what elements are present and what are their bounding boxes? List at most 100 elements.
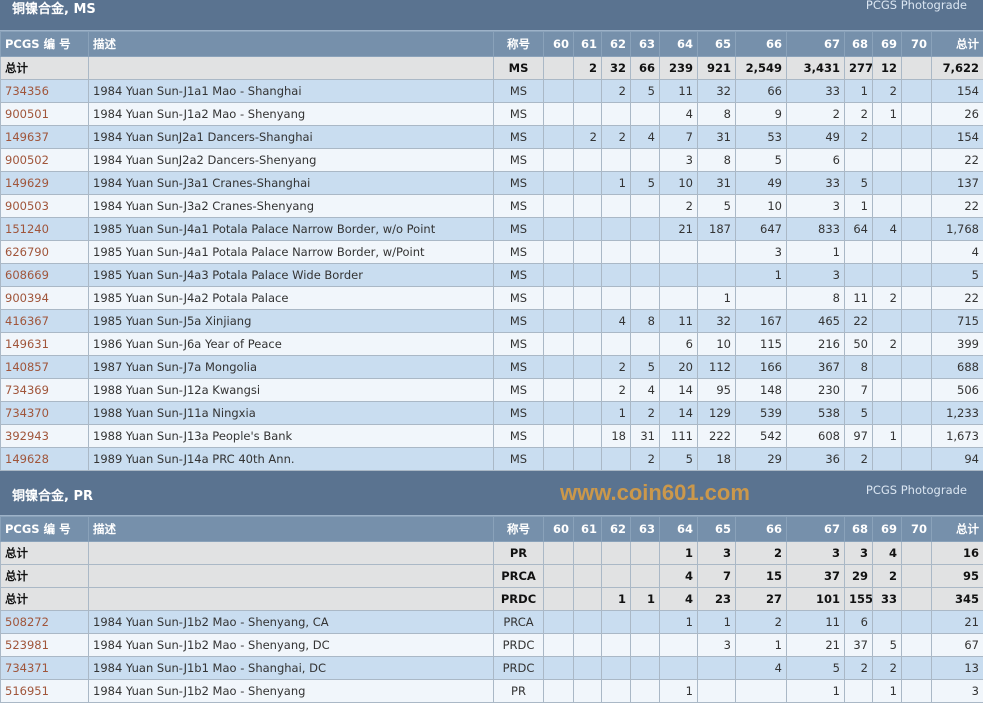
column-header[interactable]: 64 <box>660 517 698 542</box>
column-header[interactable]: 60 <box>544 32 574 57</box>
pcgs-number-link[interactable]: 626790 <box>1 241 89 264</box>
description-cell: 1987 Yuan Sun-J7a Mongolia <box>89 356 494 379</box>
grade-count: 542 <box>736 425 787 448</box>
grade-count <box>631 565 660 588</box>
grade-count <box>631 195 660 218</box>
column-header[interactable]: 69 <box>873 32 902 57</box>
pcgs-number-link[interactable]: 900502 <box>1 149 89 172</box>
column-header[interactable]: PCGS 编 号 <box>1 517 89 542</box>
column-header[interactable]: 总计 <box>932 32 983 57</box>
grade-count: 50 <box>845 333 873 356</box>
column-header[interactable]: 62 <box>602 517 631 542</box>
grade-count: 23 <box>698 588 736 611</box>
column-header[interactable]: 称号 <box>494 32 544 57</box>
pcgs-number-link[interactable]: 734356 <box>1 80 89 103</box>
pcgs-number-link[interactable]: 151240 <box>1 218 89 241</box>
column-header[interactable]: 68 <box>845 32 873 57</box>
designation-cell: MS <box>494 218 544 241</box>
section-title: 铜镍合金, MS <box>0 0 983 17</box>
grade-count <box>574 264 602 287</box>
grade-count <box>544 634 574 657</box>
column-header[interactable]: 总计 <box>932 517 983 542</box>
column-header[interactable]: 65 <box>698 32 736 57</box>
grade-count: 2 <box>602 126 631 149</box>
row-total: 688 <box>932 356 983 379</box>
description-cell: 1984 Yuan Sun-J1a1 Mao - Shanghai <box>89 80 494 103</box>
pcgs-number-link[interactable]: 140857 <box>1 356 89 379</box>
column-header[interactable]: 69 <box>873 517 902 542</box>
grade-count <box>873 356 902 379</box>
grade-count <box>902 680 932 703</box>
grade-count: 2 <box>787 103 845 126</box>
grade-count: 36 <box>787 448 845 471</box>
grade-count <box>902 103 932 126</box>
pcgs-number-link[interactable]: 900503 <box>1 195 89 218</box>
grade-count: 27 <box>736 588 787 611</box>
column-header[interactable]: 67 <box>787 517 845 542</box>
pcgs-number-link[interactable]: 508272 <box>1 611 89 634</box>
column-header[interactable]: 61 <box>574 32 602 57</box>
pcgs-number-link[interactable]: 516951 <box>1 680 89 703</box>
grade-count <box>631 634 660 657</box>
pcgs-number-link[interactable]: 734370 <box>1 402 89 425</box>
column-header[interactable]: 61 <box>574 517 602 542</box>
column-header[interactable]: 称号 <box>494 517 544 542</box>
column-header[interactable]: PCGS 编 号 <box>1 32 89 57</box>
row-total: 95 <box>932 565 983 588</box>
row-total: 22 <box>932 149 983 172</box>
grade-count: 14 <box>660 379 698 402</box>
row-total: 137 <box>932 172 983 195</box>
grade-count: 8 <box>698 103 736 126</box>
grade-count <box>574 379 602 402</box>
column-header[interactable]: 60 <box>544 517 574 542</box>
pcgs-number-link[interactable]: 608669 <box>1 264 89 287</box>
column-header[interactable]: 67 <box>787 32 845 57</box>
grade-count: 8 <box>845 356 873 379</box>
designation-cell: MS <box>494 287 544 310</box>
grade-count <box>902 287 932 310</box>
pcgs-number-link[interactable]: 900394 <box>1 287 89 310</box>
grade-count <box>574 680 602 703</box>
column-header[interactable]: 65 <box>698 517 736 542</box>
pcgs-number-link[interactable]: 149631 <box>1 333 89 356</box>
column-header[interactable]: 62 <box>602 32 631 57</box>
pcgs-number-link[interactable]: 734371 <box>1 657 89 680</box>
grade-count: 3 <box>698 634 736 657</box>
pcgs-number-link[interactable]: 734369 <box>1 379 89 402</box>
column-header[interactable]: 63 <box>631 32 660 57</box>
column-header[interactable]: 描述 <box>89 32 494 57</box>
column-header[interactable]: 70 <box>902 32 932 57</box>
column-header[interactable]: 63 <box>631 517 660 542</box>
column-header[interactable]: 70 <box>902 517 932 542</box>
grade-count: 4 <box>660 103 698 126</box>
pcgs-number-link[interactable]: 149629 <box>1 172 89 195</box>
pcgs-number-link[interactable]: 149637 <box>1 126 89 149</box>
grade-count <box>602 542 631 565</box>
pcgs-number-link[interactable]: 900501 <box>1 103 89 126</box>
column-header[interactable]: 描述 <box>89 517 494 542</box>
row-total: 3 <box>932 680 983 703</box>
photograde-link[interactable]: PCGS Photograde <box>866 483 967 497</box>
grade-count: 37 <box>787 565 845 588</box>
grade-count <box>902 333 932 356</box>
photograde-link[interactable]: PCGS Photograde <box>866 0 967 12</box>
column-header[interactable]: 66 <box>736 32 787 57</box>
grade-count <box>631 611 660 634</box>
pcgs-number-link[interactable]: 416367 <box>1 310 89 333</box>
pcgs-number-link[interactable]: 523981 <box>1 634 89 657</box>
pcgs-number-link[interactable]: 392943 <box>1 425 89 448</box>
column-header[interactable]: 66 <box>736 517 787 542</box>
description-cell: 1988 Yuan Sun-J12a Kwangsi <box>89 379 494 402</box>
grade-count: 2 <box>845 103 873 126</box>
column-header[interactable]: 68 <box>845 517 873 542</box>
grade-count: 2 <box>736 542 787 565</box>
column-header[interactable]: 64 <box>660 32 698 57</box>
grade-count <box>544 241 574 264</box>
grade-count <box>602 264 631 287</box>
pcgs-number-link[interactable]: 149628 <box>1 448 89 471</box>
grade-count: 148 <box>736 379 787 402</box>
grade-count: 97 <box>845 425 873 448</box>
